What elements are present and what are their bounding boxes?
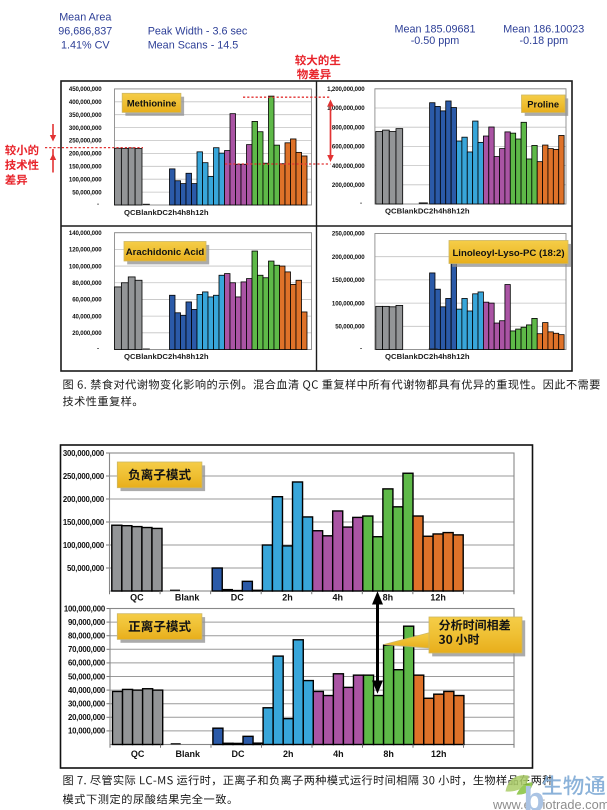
svg-text:60,000,000: 60,000,000 <box>72 297 102 304</box>
svg-text:-0.50 ppm: -0.50 ppm <box>411 35 460 47</box>
svg-text:DC: DC <box>231 592 244 602</box>
svg-text:140,000,000: 140,000,000 <box>69 230 102 237</box>
svg-text:QCBlankDC2h4h8h12h: QCBlankDC2h4h8h12h <box>385 207 470 216</box>
svg-text:Methionine: Methionine <box>127 98 176 109</box>
svg-text:8h: 8h <box>383 592 394 602</box>
svg-text:90,000,000: 90,000,000 <box>68 618 106 627</box>
svg-text:800,000,000: 800,000,000 <box>332 124 365 131</box>
svg-text:50,000,000: 50,000,000 <box>335 324 365 331</box>
svg-text:20,000,000: 20,000,000 <box>68 713 106 722</box>
svg-text:4h: 4h <box>332 592 343 602</box>
svg-text:12h: 12h <box>431 749 447 759</box>
svg-text:300,000,000: 300,000,000 <box>69 125 102 132</box>
svg-text:DC: DC <box>232 749 245 759</box>
svg-text:20,000,000: 20,000,000 <box>72 330 102 337</box>
svg-text:70,000,000: 70,000,000 <box>68 645 106 654</box>
svg-text:350,000,000: 350,000,000 <box>69 112 102 119</box>
svg-text:600,000,000: 600,000,000 <box>332 144 365 151</box>
svg-text:-: - <box>360 346 362 353</box>
svg-text:Blank: Blank <box>176 749 202 759</box>
svg-text:b: b <box>524 781 545 810</box>
svg-text:QCBlankDC2h4h8h12h: QCBlankDC2h4h8h12h <box>124 352 209 361</box>
svg-text:www.e: www.e <box>492 797 531 810</box>
svg-text:QCBlankDC2h4h8h12h: QCBlankDC2h4h8h12h <box>124 208 209 217</box>
svg-text:Mean 185.09681: Mean 185.09681 <box>394 23 475 35</box>
svg-text:2h: 2h <box>283 749 294 759</box>
svg-text:100,000,000: 100,000,000 <box>69 263 102 270</box>
svg-text:Proline: Proline <box>527 99 559 110</box>
svg-text:iotrade.com: iotrade.com <box>543 797 607 810</box>
svg-text:150,000,000: 150,000,000 <box>69 164 102 171</box>
svg-text:40,000,000: 40,000,000 <box>68 686 106 695</box>
svg-text:Arachidonic Acid: Arachidonic Acid <box>126 247 205 258</box>
svg-text:400,000,000: 400,000,000 <box>69 99 102 106</box>
svg-text:200,000,000: 200,000,000 <box>63 495 105 504</box>
svg-text:-: - <box>360 200 362 207</box>
svg-text:QC: QC <box>131 749 145 759</box>
svg-text:2h: 2h <box>282 592 293 602</box>
svg-text:200,000,000: 200,000,000 <box>332 254 365 261</box>
svg-text:Peak Width - 3.6 sec: Peak Width - 3.6 sec <box>148 25 248 37</box>
svg-text:10,000,000: 10,000,000 <box>68 727 106 736</box>
svg-text:Mean 186.10023: Mean 186.10023 <box>503 23 584 35</box>
svg-text:1,200,000,000: 1,200,000,000 <box>327 86 365 93</box>
svg-text:Mean Scans - 14.5: Mean Scans - 14.5 <box>148 39 239 51</box>
svg-text:100,000,000: 100,000,000 <box>63 541 105 550</box>
svg-text:Linoleoyl-Lyso-PC (18:2): Linoleoyl-Lyso-PC (18:2) <box>452 248 564 259</box>
svg-text:30,000,000: 30,000,000 <box>68 700 106 709</box>
svg-text:96,686,837: 96,686,837 <box>58 25 112 37</box>
svg-text:50,000,000: 50,000,000 <box>67 564 105 573</box>
svg-text:QC: QC <box>130 592 144 602</box>
svg-text:80,000,000: 80,000,000 <box>72 280 102 287</box>
svg-text:100,000,000: 100,000,000 <box>332 300 365 307</box>
svg-text:80,000,000: 80,000,000 <box>68 632 106 641</box>
svg-text:100,000,000: 100,000,000 <box>69 176 102 183</box>
svg-text:4h: 4h <box>333 749 344 759</box>
svg-text:-0.18 ppm: -0.18 ppm <box>519 35 568 47</box>
svg-text:-: - <box>97 201 99 208</box>
svg-text:50,000,000: 50,000,000 <box>72 189 102 196</box>
svg-text:100,000,000: 100,000,000 <box>64 604 106 613</box>
svg-text:12h: 12h <box>430 592 446 602</box>
svg-text:QCBlankDC2h4h8h12h: QCBlankDC2h4h8h12h <box>385 352 470 361</box>
svg-text:150,000,000: 150,000,000 <box>332 277 365 284</box>
svg-text:450,000,000: 450,000,000 <box>69 86 102 93</box>
svg-text:150,000,000: 150,000,000 <box>63 518 105 527</box>
svg-text:40,000,000: 40,000,000 <box>72 313 102 320</box>
svg-text:250,000,000: 250,000,000 <box>69 138 102 145</box>
svg-text:200,000,000: 200,000,000 <box>332 182 365 189</box>
svg-text:250,000,000: 250,000,000 <box>63 472 105 481</box>
svg-text:1.41% CV: 1.41% CV <box>61 39 110 51</box>
svg-text:250,000,000: 250,000,000 <box>332 231 365 238</box>
svg-text:60,000,000: 60,000,000 <box>68 659 106 668</box>
svg-text:50,000,000: 50,000,000 <box>68 672 106 681</box>
svg-text:1,000,000,000: 1,000,000,000 <box>327 105 365 112</box>
svg-text:120,000,000: 120,000,000 <box>69 247 102 254</box>
svg-text:8h: 8h <box>383 749 394 759</box>
svg-text:-: - <box>97 346 99 353</box>
svg-text:200,000,000: 200,000,000 <box>69 151 102 158</box>
svg-text:Mean Area: Mean Area <box>59 12 111 24</box>
svg-text:400,000,000: 400,000,000 <box>332 163 365 170</box>
svg-text:300,000,000: 300,000,000 <box>63 449 105 458</box>
svg-text:Blank: Blank <box>175 592 201 602</box>
